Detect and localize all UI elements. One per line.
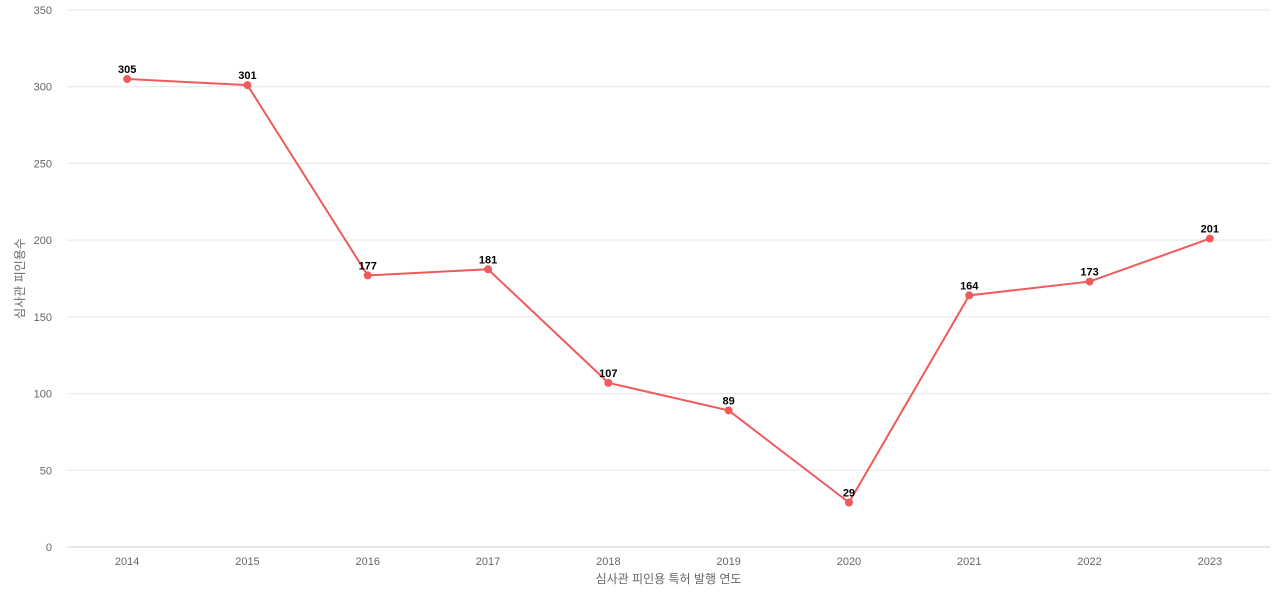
grid-lines bbox=[67, 9, 1270, 548]
data-point bbox=[965, 291, 974, 300]
x-axis-title: 심사관 피인용 특허 발행 연도 bbox=[596, 571, 742, 586]
data-label: 301 bbox=[238, 70, 256, 82]
data-point bbox=[844, 498, 853, 507]
y-tick-label: 300 bbox=[34, 82, 52, 94]
x-tick-label: 2015 bbox=[235, 556, 259, 568]
x-tick-label: 2022 bbox=[1077, 556, 1101, 568]
x-tick-label: 2023 bbox=[1198, 556, 1222, 568]
series-line bbox=[126, 78, 1211, 504]
data-point bbox=[484, 265, 493, 274]
data-point bbox=[1205, 234, 1214, 243]
data-point bbox=[243, 81, 252, 90]
y-axis-title: 심사관 피인용수 bbox=[13, 238, 27, 319]
data-point bbox=[724, 406, 733, 415]
data-point bbox=[604, 378, 613, 387]
y-axis: 0 50 100 150 200 250 300 350 bbox=[34, 5, 52, 554]
y-tick-label: 200 bbox=[34, 235, 52, 247]
y-tick-label: 50 bbox=[40, 465, 52, 477]
data-point bbox=[123, 75, 132, 84]
data-label: 164 bbox=[960, 280, 979, 292]
x-axis: 2014 2015 2016 2017 2018 2019 2020 2021 2022 2023 bbox=[115, 556, 1222, 568]
data-label: 29 bbox=[843, 488, 855, 500]
x-tick-label: 2016 bbox=[356, 556, 380, 568]
data-label: 305 bbox=[118, 64, 136, 76]
y-tick-label: 350 bbox=[34, 5, 52, 17]
data-label: 89 bbox=[723, 395, 735, 407]
data-label: 107 bbox=[599, 368, 617, 380]
y-tick-label: 250 bbox=[34, 158, 52, 170]
x-tick-label: 2018 bbox=[596, 556, 620, 568]
series bbox=[123, 75, 1214, 507]
data-label: 181 bbox=[479, 254, 497, 266]
x-tick-label: 2019 bbox=[716, 556, 740, 568]
data-label: 201 bbox=[1201, 224, 1219, 236]
data-label: 177 bbox=[359, 260, 377, 272]
data-label: 173 bbox=[1080, 267, 1098, 279]
y-tick-label: 150 bbox=[34, 312, 52, 324]
x-tick-label: 2020 bbox=[837, 556, 861, 568]
x-tick-label: 2021 bbox=[957, 556, 981, 568]
x-tick-label: 2014 bbox=[115, 556, 139, 568]
y-tick-label: 0 bbox=[46, 542, 52, 554]
y-tick-label: 100 bbox=[34, 389, 52, 401]
data-point bbox=[1085, 277, 1094, 286]
data-labels: 305 301 177 181 107 89 29 164 173 201 bbox=[118, 64, 1219, 499]
x-tick-label: 2017 bbox=[476, 556, 500, 568]
data-point bbox=[363, 271, 372, 280]
